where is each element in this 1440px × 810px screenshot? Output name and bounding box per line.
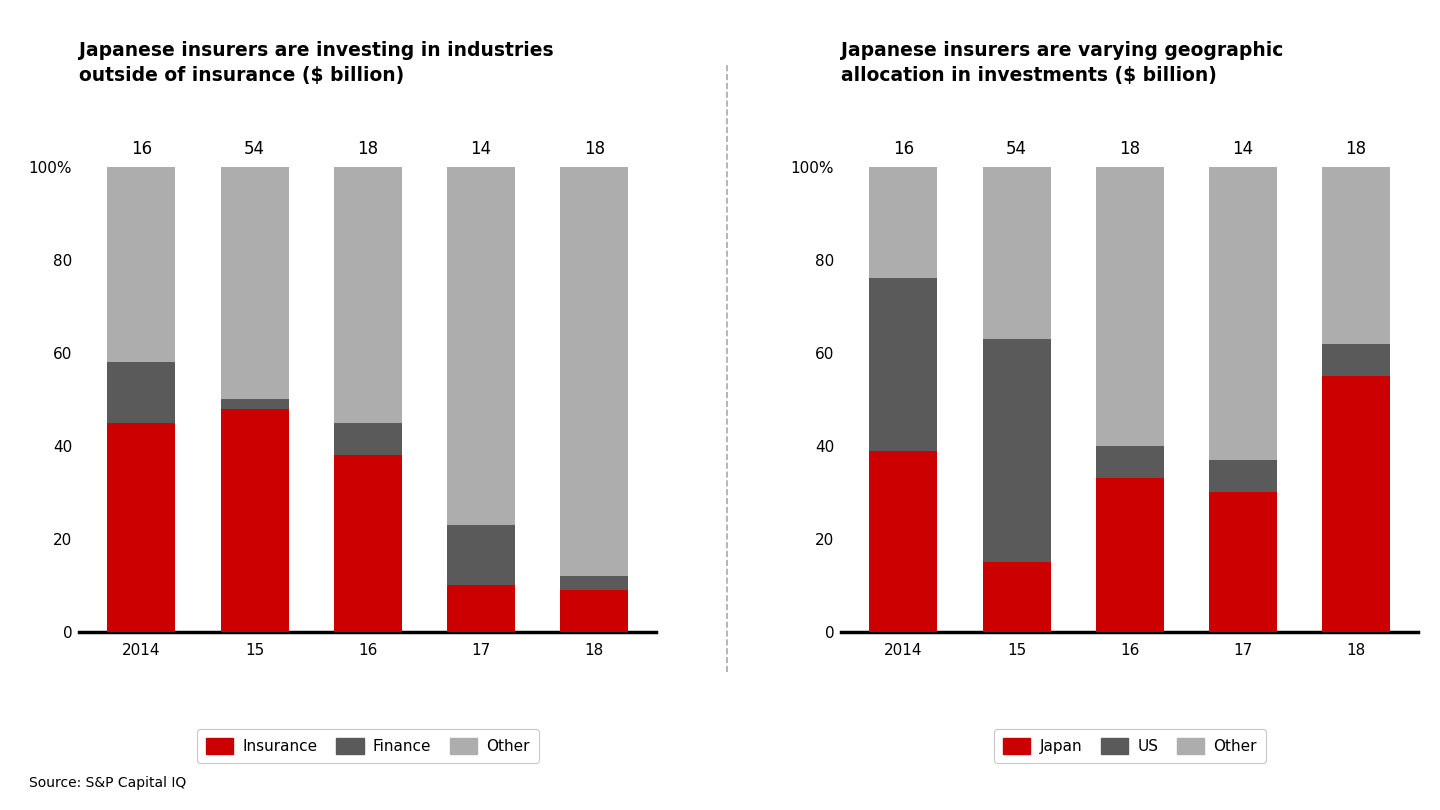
Bar bbox=[560, 576, 628, 590]
Bar bbox=[220, 399, 288, 409]
Bar bbox=[446, 167, 516, 525]
Bar bbox=[560, 167, 628, 576]
Text: 16: 16 bbox=[131, 139, 153, 158]
Bar bbox=[870, 450, 937, 632]
Bar bbox=[220, 167, 288, 399]
Bar bbox=[1210, 167, 1277, 460]
Bar bbox=[108, 423, 176, 632]
Bar bbox=[1210, 460, 1277, 492]
Text: 18: 18 bbox=[1345, 139, 1367, 158]
Bar bbox=[870, 167, 937, 279]
Text: Japanese insurers are varying geographic
allocation in investments ($ billion): Japanese insurers are varying geographic… bbox=[841, 40, 1283, 84]
Text: 54: 54 bbox=[1007, 139, 1027, 158]
Bar bbox=[982, 167, 1051, 339]
Text: 18: 18 bbox=[1119, 139, 1140, 158]
Bar bbox=[446, 525, 516, 586]
Bar bbox=[1322, 167, 1390, 343]
Text: 54: 54 bbox=[245, 139, 265, 158]
Bar bbox=[108, 167, 176, 362]
Text: 18: 18 bbox=[357, 139, 379, 158]
Bar bbox=[560, 590, 628, 632]
Text: Japanese insurers are investing in industries
outside of insurance ($ billion): Japanese insurers are investing in indus… bbox=[79, 40, 554, 84]
Text: 16: 16 bbox=[893, 139, 914, 158]
Bar bbox=[1322, 343, 1390, 376]
Bar bbox=[1096, 446, 1164, 479]
Bar bbox=[446, 586, 516, 632]
Bar bbox=[108, 362, 176, 423]
Bar bbox=[1322, 376, 1390, 632]
Bar bbox=[870, 279, 937, 450]
Legend: Insurance, Finance, Other: Insurance, Finance, Other bbox=[197, 729, 539, 763]
Bar bbox=[1210, 492, 1277, 632]
Bar bbox=[334, 455, 402, 632]
Legend: Japan, US, Other: Japan, US, Other bbox=[994, 729, 1266, 763]
Bar bbox=[1096, 167, 1164, 446]
Bar bbox=[334, 167, 402, 423]
Bar bbox=[982, 339, 1051, 562]
Text: 18: 18 bbox=[583, 139, 605, 158]
Bar bbox=[334, 423, 402, 455]
Text: Source: S&P Capital IQ: Source: S&P Capital IQ bbox=[29, 776, 186, 790]
Bar bbox=[220, 409, 288, 632]
Bar bbox=[982, 562, 1051, 632]
Text: 14: 14 bbox=[471, 139, 491, 158]
Text: 14: 14 bbox=[1233, 139, 1254, 158]
Bar bbox=[1096, 479, 1164, 632]
